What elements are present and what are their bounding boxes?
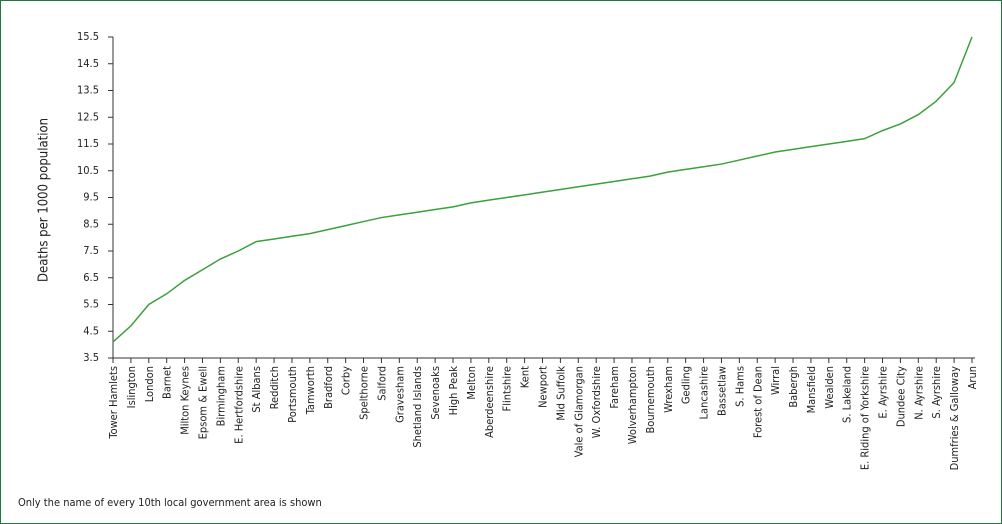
x-tick-label: Portsmouth	[286, 366, 299, 423]
x-tick-label: Islington	[125, 366, 138, 408]
x-tick-label: Forest of Dean	[751, 366, 764, 438]
x-tick-label: Wrexham	[662, 366, 675, 413]
y-tick-label: 4.5	[83, 324, 99, 337]
footnote: Only the name of every 10th local govern…	[18, 496, 322, 509]
x-tick-label: Gravesham	[393, 366, 406, 423]
x-tick-label: E. Riding of Yorkshire	[859, 366, 872, 470]
y-tick-label: 9.5	[83, 191, 99, 204]
y-tick-label: 7.5	[83, 244, 99, 257]
x-tick-label: Fareham	[608, 366, 621, 409]
x-tick-label: Arun	[966, 366, 979, 389]
x-tick-label: Bournemouth	[644, 366, 657, 433]
x-tick-label: S. Hams	[733, 366, 746, 407]
x-tick-label: Tower Hamlets	[107, 366, 120, 440]
x-tick-label: Newport	[537, 366, 550, 408]
y-tick-label: 5.5	[83, 298, 99, 311]
x-tick-label: Babergh	[787, 366, 800, 408]
y-tick-label: 14.5	[77, 57, 99, 70]
x-tick-label: Salford	[375, 366, 388, 401]
x-tick-label: Bradford	[322, 366, 335, 409]
x-tick-label: Barnet	[161, 366, 174, 399]
x-tick-label: Wirral	[769, 366, 782, 395]
y-tick-label: 15.5	[77, 30, 99, 43]
y-tick-label: 13.5	[77, 84, 99, 97]
x-tick-label: Bassetlaw	[715, 366, 728, 416]
x-tick-label: Flintshire	[501, 366, 514, 411]
x-tick-label: London	[143, 366, 156, 402]
x-tick-label: E. Hertfordshire	[232, 366, 245, 444]
y-tick-label: 6.5	[83, 271, 99, 284]
x-tick-label: Aberdeenshire	[483, 366, 496, 438]
x-tick-label: Corby	[340, 366, 353, 395]
y-tick-label: 11.5	[77, 137, 99, 150]
x-tick-label: E. Ayrshire	[877, 366, 890, 419]
x-tick-label: Tamworth	[304, 366, 317, 415]
x-tick-label: Mid Suffolk	[554, 366, 567, 421]
data-line	[112, 36, 973, 343]
x-tick-label: Wealden	[823, 366, 836, 409]
x-tick-label: Dumfries & Galloway	[948, 366, 961, 471]
x-tick-label: Kent	[519, 366, 532, 388]
x-tick-label: Spelthorne	[358, 366, 371, 420]
x-tick-label: Melton	[465, 366, 478, 400]
x-tick-label: Milton Keynes	[179, 366, 192, 435]
y-axis-label: Deaths per 1000 population	[37, 118, 52, 282]
x-tick-label: S. Lakeland	[841, 366, 854, 423]
x-tick-label: Dundee City	[894, 366, 907, 427]
x-tick-label: N. Ayrshire	[912, 366, 925, 420]
x-tick-label: High Peak	[447, 366, 460, 416]
x-tick-label: Birmingham	[214, 366, 227, 426]
x-tick-label: Vale of Glamorgan	[572, 366, 585, 457]
y-tick-label: 10.5	[77, 164, 99, 177]
x-tick-label: Shetland Islands	[411, 366, 424, 448]
x-tick-label: W. Oxfordshire	[590, 366, 603, 438]
x-tick-label: Gedling	[680, 366, 693, 404]
y-tick-label: 12.5	[77, 110, 99, 123]
x-tick-label: St Albans	[250, 366, 263, 413]
x-tick-label: Redditch	[268, 366, 281, 409]
x-tick-label: Epsom & Ewell	[196, 366, 209, 439]
x-tick-label: Mansfield	[805, 366, 818, 413]
x-tick-label: Sevenoaks	[429, 366, 442, 420]
x-tick-label: Wolverhampton	[626, 366, 639, 444]
x-tick-label: S. Ayrshire	[930, 366, 943, 419]
y-tick-label: 3.5	[83, 351, 99, 364]
y-tick-label: 8.5	[83, 217, 99, 230]
x-tick-label: Lancashire	[698, 366, 711, 419]
